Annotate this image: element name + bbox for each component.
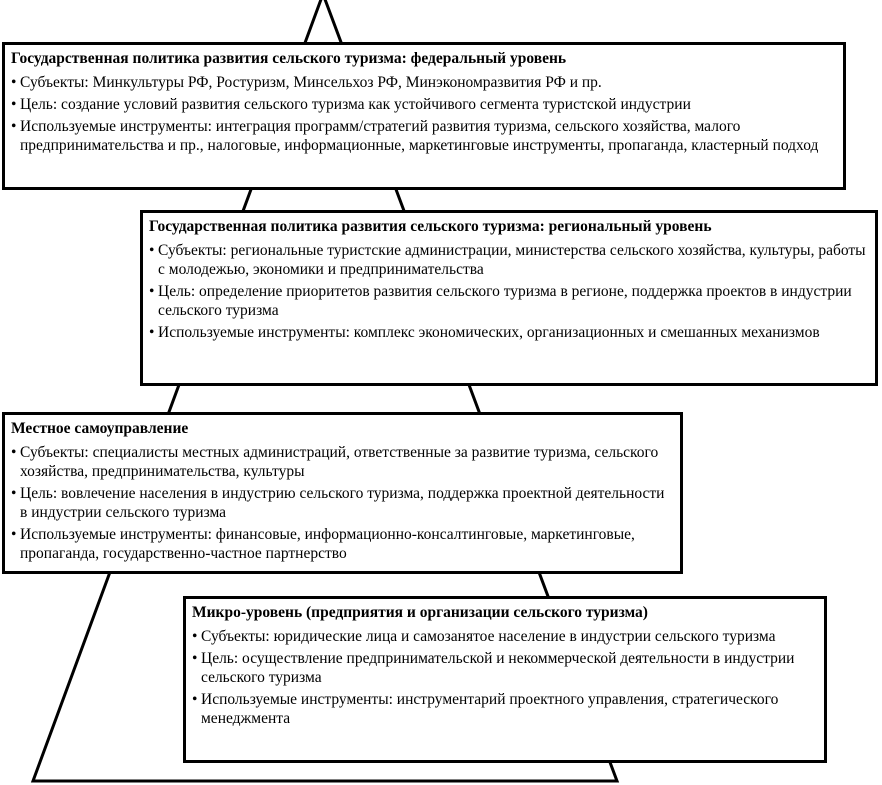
level-title: Микро-уровень (предприятия и организации… [192,604,648,621]
level-title: Местное самоуправление [11,420,189,437]
level-federal: Государственная политика развития сельск… [2,42,846,190]
subjects: Субъекты: специалисты местных администра… [20,444,659,480]
level-title: Государственная политика развития сельск… [149,218,712,235]
bullet-icon: • [192,691,198,708]
subjects: Субъекты: региональные туристские админи… [158,242,866,278]
bullet-icon: • [11,96,17,113]
instruments: Используемые инструменты: комплекс эконо… [158,324,820,341]
instruments: Используемые инструменты: интеграция про… [20,118,819,154]
instruments: Используемые инструменты: инструментарий… [201,691,779,727]
goal: Цель: вовлечение населения в индустрию с… [20,485,665,521]
subjects: Субъекты: Минкультуры РФ, Ростуризм, Мин… [20,74,602,91]
level-title: Государственная политика развития сельск… [11,50,567,67]
instruments: Используемые инструменты: финансовые, ин… [20,526,635,562]
goal: Цель: осуществление предпринимательской … [201,650,795,686]
bullet-icon: • [11,526,17,543]
bullet-icon: • [11,485,17,502]
bullet-icon: • [11,118,17,135]
bullet-icon: • [149,283,155,300]
bullet-icon: • [192,650,198,667]
level-local: Местное самоуправление • Субъекты: специа… [2,412,683,574]
subjects: Субъекты: юридические лица и самозанятое… [201,628,776,645]
goal: Цель: создание условий развития сельског… [20,96,691,113]
level-regional: Государственная политика развития сельск… [140,210,878,386]
goal: Цель: определение приоритетов развития с… [158,283,852,319]
bullet-icon: • [149,324,155,341]
bullet-icon: • [11,444,17,461]
bullet-icon: • [149,242,155,259]
level-micro: Микро-уровень (предприятия и организации… [183,596,827,763]
bullet-icon: • [192,628,198,645]
bullet-icon: • [11,74,17,91]
